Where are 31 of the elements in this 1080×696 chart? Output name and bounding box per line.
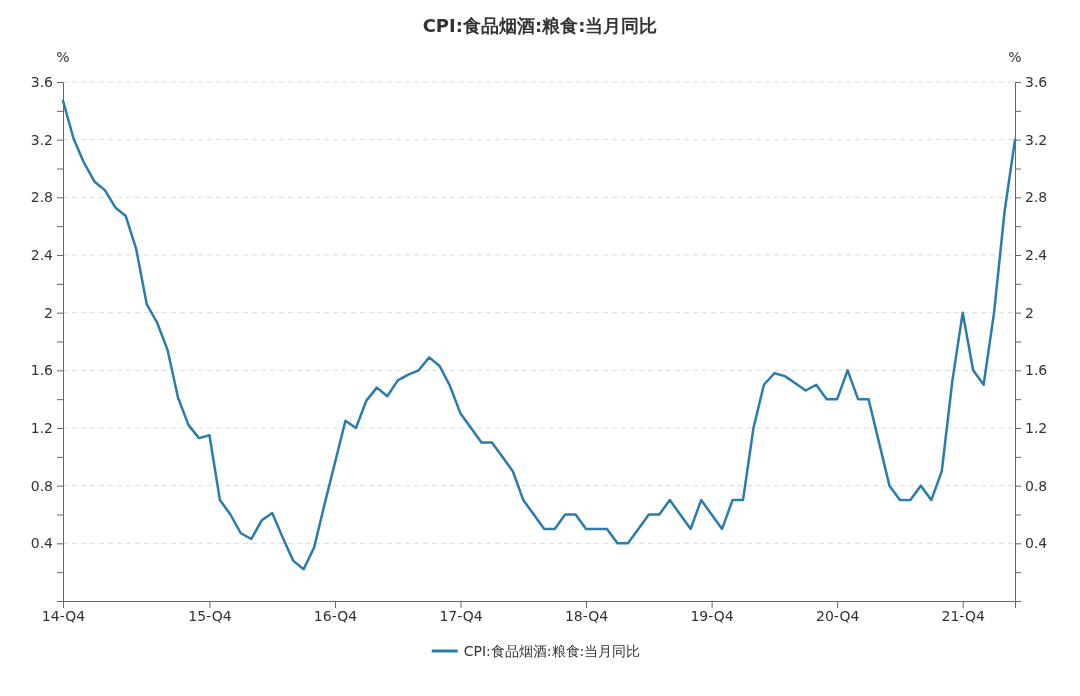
x-tick-label: 18-Q4 <box>564 607 609 624</box>
y-tick-label: 2 <box>44 304 53 321</box>
line-series <box>61 99 1017 571</box>
y2-tick-label: 1.2 <box>1025 419 1048 436</box>
y-tick-label: 3.2 <box>30 131 53 148</box>
chart-title: CPI:食品烟酒:粮食:当月同比 <box>422 15 658 36</box>
y-tick-label: 0.4 <box>30 535 54 552</box>
y2-tick-label: 0.8 <box>1025 477 1048 494</box>
y2-tick-label: 2 <box>1025 304 1034 321</box>
y-tick-label: 2.8 <box>30 189 53 206</box>
x-tick-label: 19-Q4 <box>690 607 734 624</box>
y-tick-label: 1.6 <box>30 362 54 379</box>
y-tick-label: 1.2 <box>30 419 53 436</box>
x-tick-label: 15-Q4 <box>188 607 232 624</box>
y2-tick-label: 3.2 <box>1025 131 1048 148</box>
y2-tick-label: 0.4 <box>1025 535 1048 552</box>
y2-tick-label: 2.8 <box>1025 189 1048 206</box>
x-tick-label: 21-Q4 <box>941 607 985 624</box>
legend-label: CPI:食品烟酒:粮食:当月同比 <box>463 643 641 659</box>
x-tick-label: 16-Q4 <box>313 607 358 624</box>
y-axis-title: % <box>56 49 70 65</box>
y2-tick-label: 3.6 <box>1025 73 1048 90</box>
x-tick-label: 20-Q4 <box>816 607 860 624</box>
y2-axis-title: % <box>1008 49 1022 65</box>
x-tick-label: 14-Q4 <box>41 607 86 624</box>
y-tick-label: 2.4 <box>30 246 54 263</box>
y-tick-label: 0.8 <box>30 477 53 494</box>
y2-tick-label: 2.4 <box>1025 246 1048 263</box>
x-tick-label: 17-Q4 <box>439 607 483 624</box>
y2-tick-label: 1.6 <box>1025 362 1048 379</box>
y-tick-label: 3.6 <box>30 73 54 90</box>
